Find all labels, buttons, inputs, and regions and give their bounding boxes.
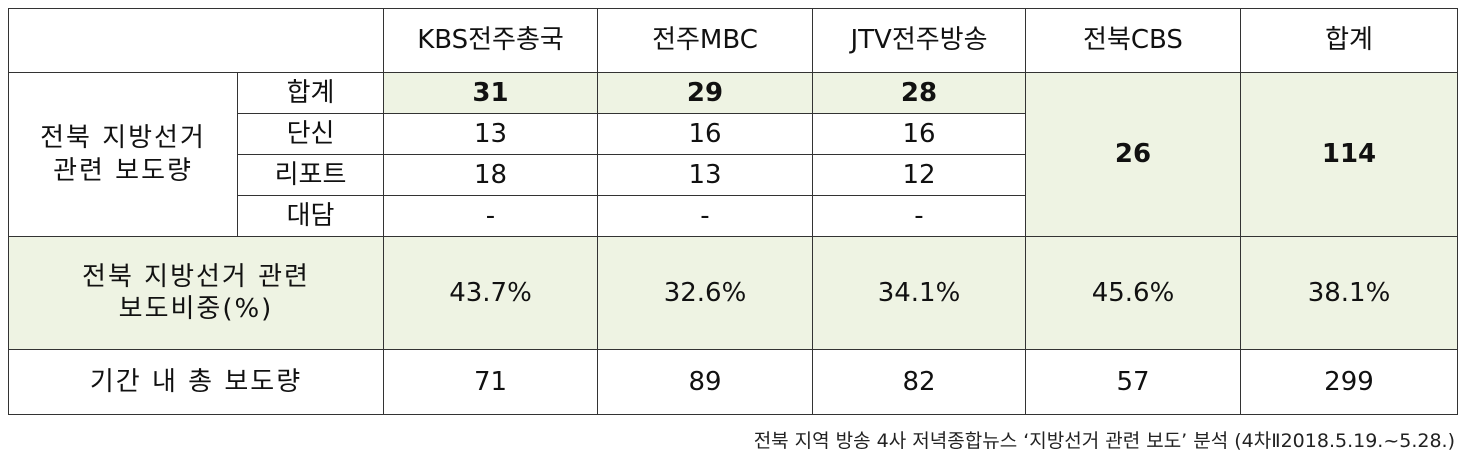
- header-row: KBS전주총국 전주MBC JTV전주방송 전북CBS 합계: [8, 8, 1458, 73]
- cell: 38.1%: [1240, 236, 1458, 350]
- cell: 13: [383, 113, 598, 155]
- cell: 43.7%: [383, 236, 598, 350]
- header-cell: KBS전주총국: [383, 8, 598, 73]
- total-row: 기간 내 총 보도량 71 89 82 57 299: [8, 349, 1458, 415]
- header-cell: 전주MBC: [597, 8, 813, 73]
- caption: 전북 지역 방송 4사 저녁종합뉴스 ‘지방선거 관련 보도’ 분석 (4차Ⅱ2…: [753, 430, 1455, 452]
- header-cell: JTV전주방송: [812, 8, 1026, 73]
- cell: -: [812, 195, 1026, 237]
- row-label: 기간 내 총 보도량: [8, 349, 384, 415]
- cell: 57: [1025, 349, 1241, 415]
- row-label: 대담: [237, 195, 384, 237]
- header-cell: 합계: [1240, 8, 1458, 73]
- row-label: 리포트: [237, 154, 384, 196]
- group-row: 전북 지방선거 관련 보도량 합계 31 29 28 26 114: [8, 72, 1458, 237]
- group-label: 전북 지방선거 관련 보도량: [8, 72, 238, 237]
- cell: 71: [383, 349, 598, 415]
- header-cell: 전북CBS: [1025, 8, 1241, 73]
- cell: -: [383, 195, 598, 237]
- cell: 89: [597, 349, 813, 415]
- row-label: 단신: [237, 113, 384, 155]
- total-cell: 26: [1025, 72, 1241, 237]
- cell: 16: [812, 113, 1026, 155]
- label-line: 보도비중(%): [118, 294, 274, 324]
- report-table: KBS전주총국 전주MBC JTV전주방송 전북CBS 합계 전북 지방선거 관련…: [8, 8, 1458, 415]
- cell: 34.1%: [812, 236, 1026, 350]
- cell: 32.6%: [597, 236, 813, 350]
- cell: 45.6%: [1025, 236, 1241, 350]
- label-line: 전북 지방선거 관련: [82, 261, 310, 292]
- total-cell: 114: [1240, 72, 1458, 237]
- cell: 13: [597, 154, 813, 196]
- corner-cell: [8, 8, 384, 73]
- cell: 18: [383, 154, 598, 196]
- cell: 28: [812, 72, 1026, 114]
- label-line: 관련 보도량: [53, 155, 193, 186]
- share-row: 전북 지방선거 관련 보도비중(%) 43.7% 32.6% 34.1% 45.6…: [8, 236, 1458, 350]
- cell: -: [597, 195, 813, 237]
- row-label: 합계: [237, 72, 384, 114]
- cell: 82: [812, 349, 1026, 415]
- row-label: 전북 지방선거 관련 보도비중(%): [8, 236, 384, 350]
- cell: 299: [1240, 349, 1458, 415]
- cell: 31: [383, 72, 598, 114]
- cell: 16: [597, 113, 813, 155]
- group-row: 대담 - - -: [9, 195, 1458, 237]
- cell: 29: [597, 72, 813, 114]
- cell: 12: [812, 154, 1026, 196]
- label-line: 전북 지방선거: [40, 123, 206, 153]
